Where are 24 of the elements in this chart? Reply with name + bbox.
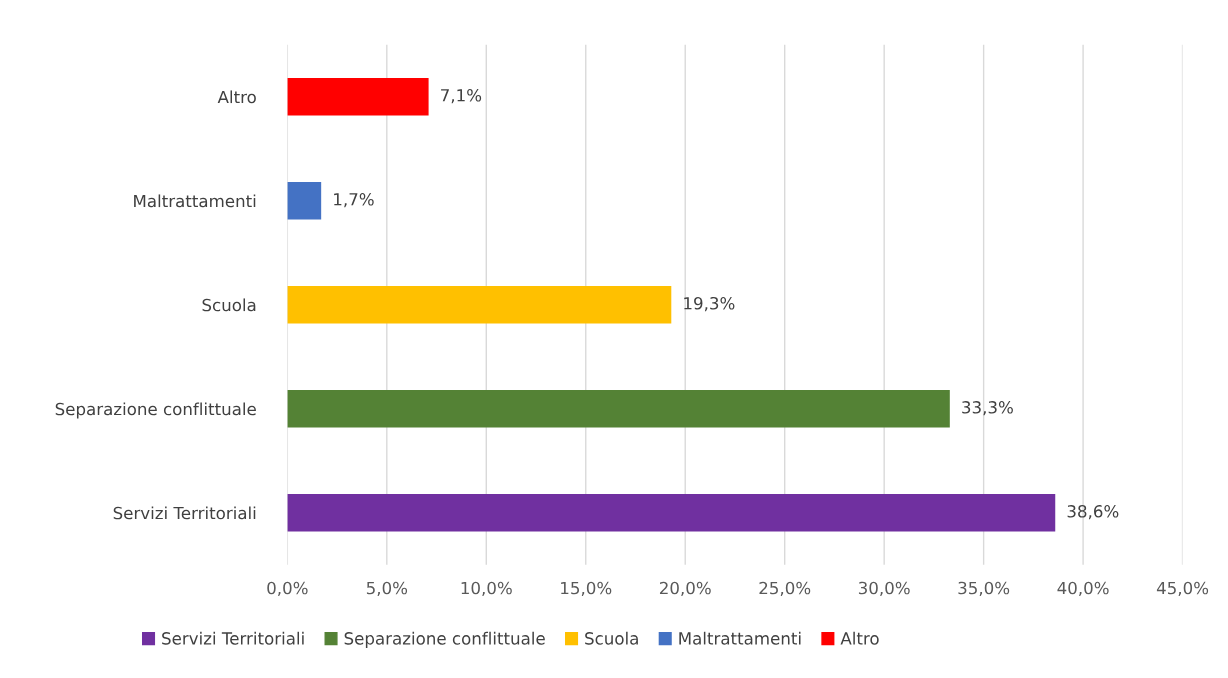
data-label: 38,6% — [1067, 505, 1119, 520]
x-tick-label: 5,0% — [366, 581, 408, 597]
data-label: 33,3% — [962, 401, 1013, 416]
legend-label: Scuola — [585, 631, 638, 645]
x-tick-label: 40,0% — [1057, 581, 1109, 597]
data-label: 19,3% — [684, 296, 735, 312]
y-tick-label: Servizi Territoriali — [113, 506, 256, 520]
legend-label: Separazione conflittuale — [344, 631, 545, 648]
x-tick-label: 45,0% — [1156, 581, 1209, 597]
y-tick-label: Separazione conflittuale — [55, 402, 256, 419]
x-tick-label: 25,0% — [759, 581, 811, 597]
x-tick-label: 20,0% — [659, 581, 711, 597]
x-tick-label: 30,0% — [858, 581, 910, 597]
x-tick-label: 0,0% — [267, 581, 308, 597]
y-tick-label: Maltrattamenti — [134, 194, 256, 208]
y-tick-label: Scuola — [202, 298, 256, 312]
data-label: 7,1% — [441, 88, 482, 104]
legend-label: Altro — [840, 631, 879, 645]
x-tick-label: 35,0% — [958, 581, 1010, 597]
legend-label: Maltrattamenti — [679, 631, 801, 645]
data-label: 1,7% — [334, 192, 374, 208]
x-tick-label: 10,0% — [461, 581, 512, 597]
x-tick-label: 15,0% — [561, 581, 612, 597]
y-tick-label: Altro — [217, 90, 256, 104]
